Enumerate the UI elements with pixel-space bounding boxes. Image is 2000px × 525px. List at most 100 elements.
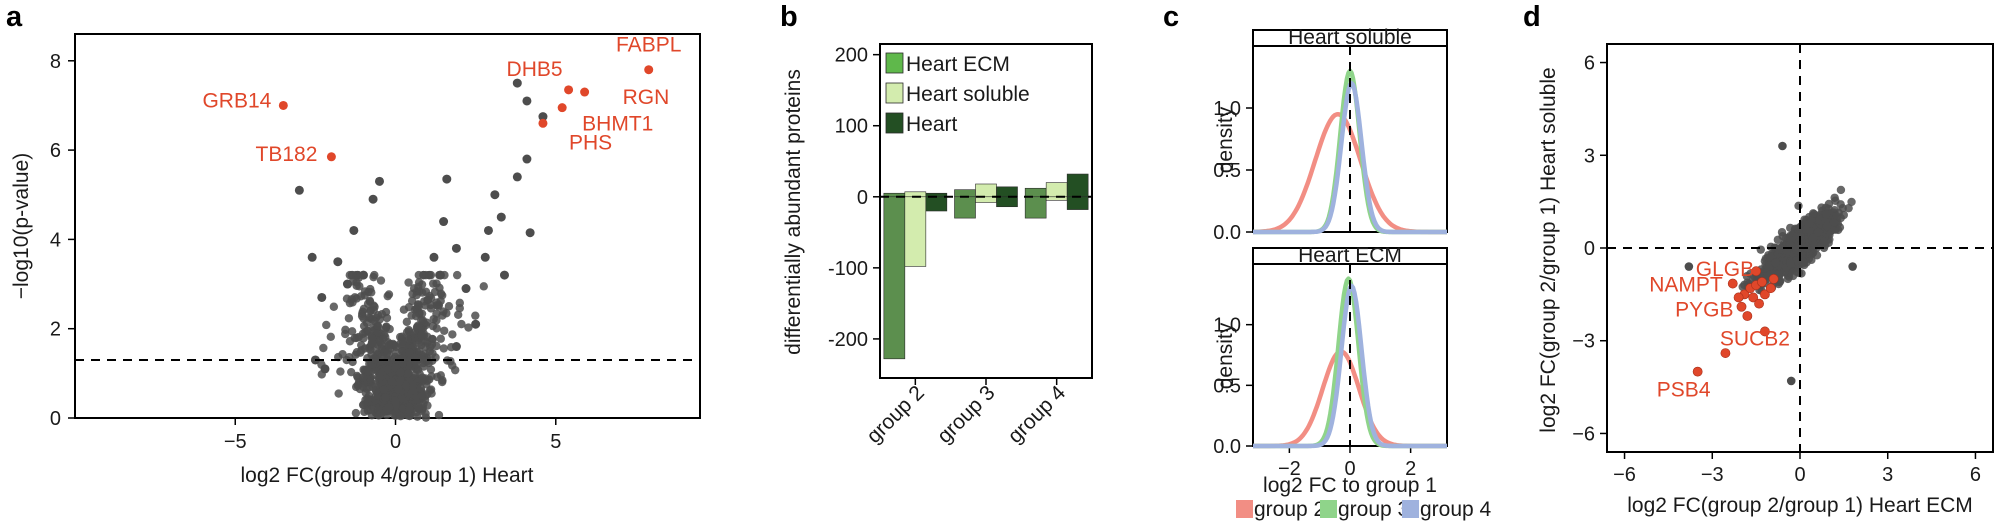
volcano-point-label: FABPL [616,34,681,57]
volcano-point [379,385,389,394]
fc-scatter-point [1848,262,1857,271]
bar-y-tick-label: -100 [828,258,868,280]
volcano-point [351,408,361,418]
volcano-point [344,314,354,323]
density-ticks: 0.0 0.5 1.0 0.0 0.5 1.0 −2 0 2 [1213,98,1416,480]
volcano-point [382,322,391,331]
fc-scatter-y-tick-label: −6 [1572,423,1595,445]
bar-legend-label: Heart ECM [906,53,1010,76]
volcano-point [368,194,378,204]
volcano-point-label: BHMT1 [582,113,653,136]
fc-scatter-x-tick-label: 3 [1882,464,1893,486]
volcano-highlight-point [557,103,567,113]
volcano-point [440,326,449,335]
volcano-point [425,291,434,301]
volcano-point [376,276,386,285]
volcano-point [333,257,343,267]
volcano-point [396,411,405,421]
fc-scatter-point [1832,211,1841,221]
bar-down [904,196,927,267]
volcano-point [383,291,392,301]
fc-scatter-point [1786,259,1795,268]
bar-up [996,186,1018,198]
volcano-point [384,341,393,350]
density-legend-label: group 3 [1338,498,1409,521]
fc-scatter-y-tick-label: −3 [1572,331,1595,353]
fc-scatter-point [1766,252,1775,262]
volcano-point [425,386,435,395]
volcano-point [359,304,369,314]
density-y-label-bottom: density [1214,322,1237,389]
fc-scatter-point [1777,228,1787,237]
fc-scatter-outliers [1684,141,1857,386]
density-x-label: log2 FC to group 1 [1263,474,1437,497]
volcano-point [490,190,500,200]
fc-scatter-highlight-point [1736,301,1747,312]
volcano-x-tick-label: 0 [390,431,401,453]
volcano-point [451,243,461,253]
volcano-point [435,270,445,280]
volcano-point [347,367,356,377]
volcano-point [442,309,451,318]
fc-scatter-point [1847,197,1856,207]
fc-scatter-point [1773,235,1783,244]
volcano-point [434,410,444,420]
volcano-point [415,346,424,356]
volcano-highlight-point [644,65,654,75]
fc-scatter-highlight-point [1751,266,1762,277]
volcano-point [377,310,387,319]
volcano-point [471,311,480,320]
density-legend-label: group 2 [1254,498,1325,521]
volcano-point [419,362,428,371]
volcano-point [425,347,435,356]
fc-scatter-point [1771,258,1780,268]
volcano-point [448,330,457,339]
volcano-point [417,280,427,289]
volcano-point [369,272,378,282]
volcano-point [397,394,406,403]
volcano-point [434,302,443,311]
bar-legend-label: Heart [906,113,958,136]
fc-scatter-highlight-point [1754,298,1764,309]
volcano-point [294,185,304,195]
fc-scatter-point [1684,262,1694,271]
volcano-point [417,331,426,340]
volcano-points [294,78,548,374]
volcano-point [402,317,412,327]
fc-scatter-point [1764,263,1774,272]
fc-scatter-y-label: log2 FC(group 2/group 1) Heart soluble [1537,67,1560,432]
fc-scatter-point-label: PYGB [1675,299,1733,322]
volcano-point [387,377,397,386]
volcano-point [416,383,425,393]
volcano-point [342,355,351,365]
volcano-highlight-point [580,87,590,97]
fc-scatter-point [1778,141,1787,151]
fc-scatter-x-tick-label: 0 [1794,464,1805,486]
volcano-point [436,334,445,343]
bar-y-tick-label: 200 [835,45,868,67]
fc-scatter-point [1822,221,1832,231]
bar-y-tick-label: -200 [828,329,868,351]
volcano-ticks: −5 0 5 0 2 4 6 8 [50,51,561,453]
fc-scatter-point [1819,237,1829,246]
density-title-bottom: Heart ECM [1298,244,1402,267]
bar-up [954,189,976,198]
volcano-point [361,388,370,397]
volcano-point [407,296,417,306]
volcano-highlight-point [278,100,288,110]
panel-label-b: b [780,1,798,33]
bar-up [1045,182,1068,198]
volcano-point [366,405,375,415]
volcano-point [420,375,429,384]
volcano-point [364,366,373,376]
volcano-point [384,403,394,412]
fc-scatter-point-label: GLGB [1696,258,1754,281]
volcano-point [352,348,362,357]
density-title-top: Heart soluble [1288,26,1412,49]
fc-scatter-highlight-point [1760,326,1770,337]
volcano-point [412,360,421,369]
volcano-point [453,310,463,319]
volcano-point [320,364,330,374]
volcano-point [329,302,339,311]
